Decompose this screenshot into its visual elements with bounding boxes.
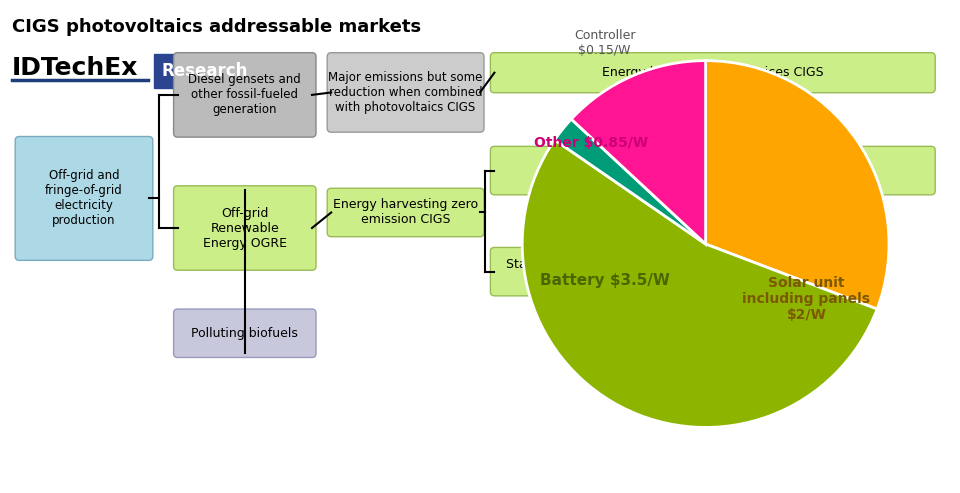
Text: Battery $3.5/W: Battery $3.5/W (540, 273, 670, 288)
Text: CIGS photovoltaics addressable markets: CIGS photovoltaics addressable markets (12, 18, 421, 36)
Wedge shape (706, 61, 889, 309)
Text: Diesel gensets and
other fossil-fueled
generation: Diesel gensets and other fossil-fueled g… (188, 73, 301, 116)
FancyBboxPatch shape (491, 146, 935, 195)
FancyBboxPatch shape (174, 53, 316, 137)
Text: Off-grid
Renewable
Energy OGRE: Off-grid Renewable Energy OGRE (203, 207, 287, 249)
Text: IDTechEx: IDTechEx (12, 56, 138, 80)
Text: Other $0.85/W: Other $0.85/W (534, 136, 648, 150)
FancyBboxPatch shape (15, 137, 153, 260)
Wedge shape (571, 61, 706, 244)
FancyBboxPatch shape (174, 309, 316, 357)
FancyBboxPatch shape (154, 54, 256, 88)
Text: Controller
$0.15/W: Controller $0.15/W (574, 29, 636, 57)
FancyBboxPatch shape (327, 53, 484, 132)
Text: Research: Research (162, 62, 249, 80)
Text: Moving microgrids. Land, water and airborne vehicles.
Motive power and as mobile: Moving microgrids. Land, water and airbo… (552, 157, 874, 184)
FancyBboxPatch shape (174, 186, 316, 270)
Text: Major emissions but some
reduction when combined
with photovoltaics CIGS: Major emissions but some reduction when … (328, 71, 483, 114)
Text: Polluting biofuels: Polluting biofuels (191, 327, 299, 340)
FancyBboxPatch shape (491, 247, 628, 296)
FancyBboxPatch shape (491, 53, 935, 93)
Text: Static microgrids
CIGS: Static microgrids CIGS (506, 258, 612, 285)
FancyBboxPatch shape (327, 188, 484, 237)
Text: Energy harvesting for devices CIGS: Energy harvesting for devices CIGS (602, 66, 824, 79)
Wedge shape (522, 140, 877, 427)
Wedge shape (555, 119, 706, 244)
Text: Off-grid and
fringe-of-grid
electricity
production: Off-grid and fringe-of-grid electricity … (45, 170, 123, 227)
Text: Solar unit
including panels
$2/W: Solar unit including panels $2/W (742, 276, 871, 322)
Text: Energy harvesting zero
emission CIGS: Energy harvesting zero emission CIGS (333, 199, 478, 226)
